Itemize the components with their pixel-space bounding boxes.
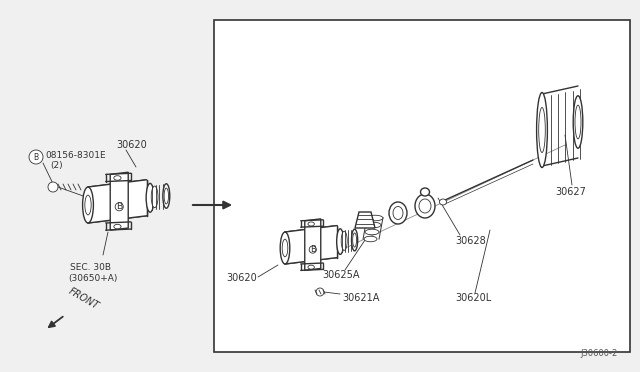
Ellipse shape [366,222,381,228]
Text: (2): (2) [50,160,63,170]
Ellipse shape [389,202,407,224]
Ellipse shape [163,184,170,208]
Text: 30627: 30627 [555,187,586,197]
Ellipse shape [114,224,121,229]
Ellipse shape [337,229,344,254]
Ellipse shape [364,236,377,242]
Ellipse shape [29,150,43,164]
Ellipse shape [146,183,154,212]
Text: B: B [310,245,316,254]
Ellipse shape [420,188,429,196]
Bar [214,20,630,352]
Ellipse shape [85,195,91,215]
Ellipse shape [419,199,431,213]
Ellipse shape [309,246,316,253]
Polygon shape [88,180,147,223]
Ellipse shape [280,232,290,264]
Ellipse shape [164,188,168,204]
Ellipse shape [316,288,324,296]
Text: 30625A: 30625A [322,270,360,280]
Ellipse shape [351,229,358,251]
Text: B: B [33,153,38,161]
Polygon shape [285,225,337,264]
Text: J30600-2: J30600-2 [580,349,618,358]
Text: B: B [116,202,122,211]
Polygon shape [355,212,375,228]
Ellipse shape [415,194,435,218]
Ellipse shape [115,203,124,211]
Polygon shape [305,219,321,270]
Text: FRONT: FRONT [67,286,100,311]
Polygon shape [110,172,128,230]
Ellipse shape [151,186,158,208]
Ellipse shape [114,176,121,180]
Ellipse shape [393,206,403,219]
Ellipse shape [308,222,314,226]
Text: (30650+A): (30650+A) [68,275,117,283]
Ellipse shape [48,182,58,192]
Ellipse shape [573,96,583,148]
Ellipse shape [353,233,356,247]
Text: 30620L: 30620L [455,293,492,303]
Ellipse shape [440,199,447,205]
Ellipse shape [282,239,288,257]
Ellipse shape [341,231,347,250]
Ellipse shape [539,108,545,153]
Text: 08156-8301E: 08156-8301E [45,151,106,160]
Ellipse shape [365,229,379,235]
Text: 30628: 30628 [455,236,486,246]
Ellipse shape [575,105,581,139]
Ellipse shape [367,215,383,221]
Ellipse shape [83,187,93,223]
Ellipse shape [308,265,314,269]
Text: 30620: 30620 [116,140,147,150]
Text: SEC. 30B: SEC. 30B [70,263,111,273]
Text: 30620: 30620 [226,273,257,283]
Text: 30621A: 30621A [342,293,380,303]
Ellipse shape [536,93,547,167]
